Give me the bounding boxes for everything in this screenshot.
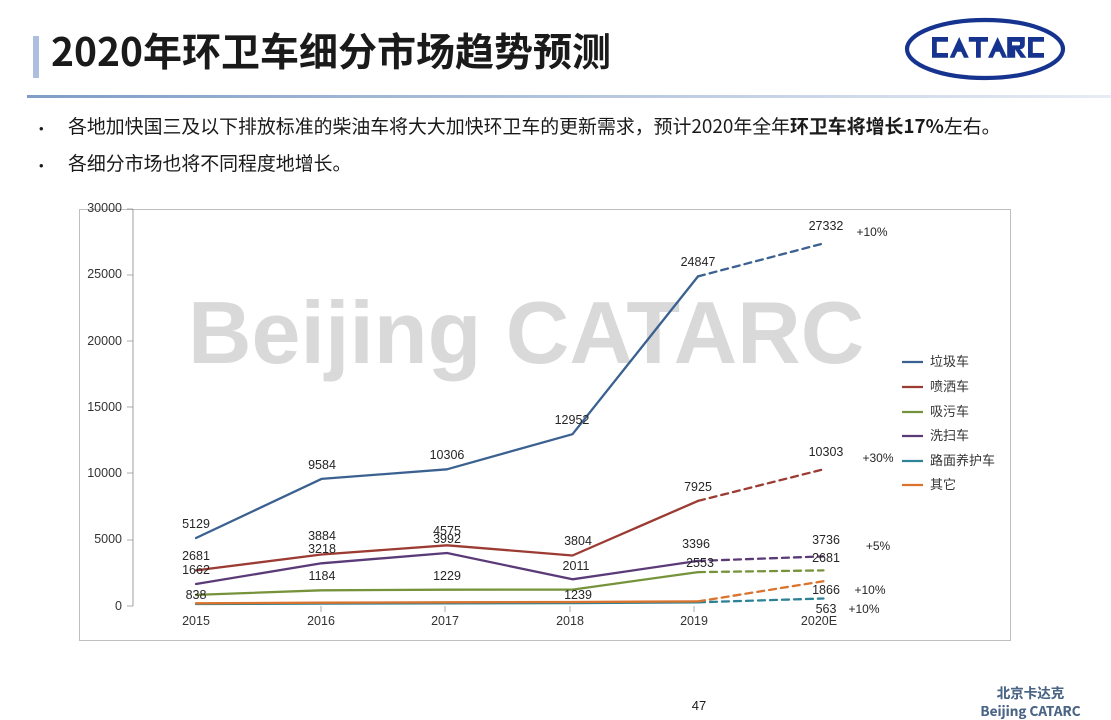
svg-text:5129: 5129 [182, 517, 210, 531]
svg-text:洗扫车: 洗扫车 [930, 425, 969, 444]
svg-text:20000: 20000 [87, 334, 122, 348]
svg-text:1229: 1229 [433, 569, 461, 583]
svg-text:3804: 3804 [564, 534, 592, 548]
svg-text:2681: 2681 [812, 551, 840, 565]
svg-text:3396: 3396 [682, 537, 710, 551]
svg-text:路面养护车: 路面养护车 [930, 450, 995, 469]
svg-text:2018: 2018 [556, 614, 584, 628]
svg-text:2017: 2017 [431, 614, 459, 628]
svg-text:+10%: +10% [854, 583, 885, 597]
svg-text:10000: 10000 [87, 466, 122, 480]
svg-text:+30%: +30% [862, 451, 893, 465]
svg-text:9584: 9584 [308, 458, 336, 472]
svg-text:垃圾车: 垃圾车 [930, 351, 969, 370]
svg-text:2020E: 2020E [801, 614, 837, 628]
svg-text:30000: 30000 [87, 201, 122, 215]
svg-text:1184: 1184 [309, 569, 336, 583]
svg-text:喷洒车: 喷洒车 [930, 376, 969, 395]
svg-text:3218: 3218 [308, 542, 336, 556]
svg-text:10306: 10306 [430, 448, 465, 462]
svg-text:15000: 15000 [87, 400, 122, 414]
svg-text:其它: 其它 [930, 474, 956, 493]
svg-text:0: 0 [115, 599, 122, 613]
svg-text:3736: 3736 [812, 533, 840, 547]
svg-text:吸污车: 吸污车 [930, 401, 969, 420]
svg-text:3884: 3884 [308, 529, 336, 543]
svg-text:1662: 1662 [182, 563, 210, 577]
svg-text:1866: 1866 [812, 583, 840, 597]
svg-text:24847: 24847 [681, 255, 716, 269]
svg-text:2015: 2015 [182, 614, 210, 628]
svg-text:10303: 10303 [809, 445, 844, 459]
svg-text:7925: 7925 [684, 480, 712, 494]
svg-text:2016: 2016 [307, 614, 335, 628]
svg-text:25000: 25000 [87, 267, 122, 281]
svg-text:838: 838 [186, 588, 207, 602]
svg-text:12952: 12952 [555, 413, 590, 427]
svg-text:563: 563 [816, 602, 837, 616]
svg-text:5000: 5000 [94, 532, 122, 546]
svg-text:+10%: +10% [848, 602, 879, 616]
svg-text:+5%: +5% [866, 539, 891, 553]
svg-text:2019: 2019 [680, 614, 708, 628]
svg-text:3992: 3992 [433, 532, 461, 546]
svg-text:27332: 27332 [809, 219, 844, 233]
svg-text:2553: 2553 [686, 556, 714, 570]
svg-text:2681: 2681 [182, 549, 210, 563]
svg-text:2011: 2011 [563, 559, 590, 573]
svg-text:+10%: +10% [856, 225, 887, 239]
svg-text:1239: 1239 [564, 588, 592, 602]
